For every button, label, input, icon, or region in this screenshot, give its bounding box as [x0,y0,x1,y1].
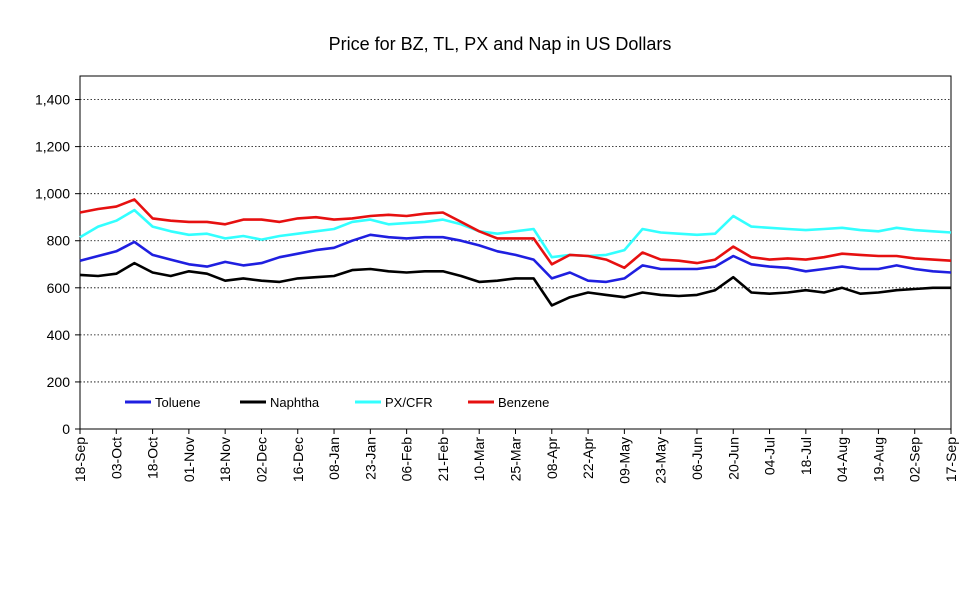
x-tick-label: 18-Jul [798,437,814,475]
x-tick-label: 23-May [653,437,669,484]
legend: Toluene Naphtha PX/CFR Benzene [125,395,549,410]
x-tick-label: 04-Jul [762,437,778,475]
y-tick-label: 1,000 [35,186,70,202]
y-tick-label: 1,200 [35,139,70,155]
x-tick-label: 25-Mar [508,437,524,482]
y-tick-label: 800 [47,233,71,249]
x-tick-label: 18-Sep [72,437,88,482]
x-tick-label: 21-Feb [435,437,451,482]
x-tick-label: 19-Aug [870,437,886,482]
x-tick-label: 01-Nov [181,437,197,482]
x-tick-label: 09-May [616,437,632,484]
x-tick-label: 06-Jun [689,437,705,480]
x-tick-label: 22-Apr [580,437,596,479]
legend-label-benzene: Benzene [498,395,549,410]
x-axis: 18-Sep 03-Oct 18-Oct 01-Nov 18-Nov 02-Dec 16-D… [72,429,959,484]
legend-label-naphtha: Naphtha [270,395,320,410]
x-tick-label: 08-Jan [326,437,342,480]
y-tick-label: 400 [47,327,71,343]
gridlines [80,99,951,383]
x-tick-label: 10-Mar [471,437,487,482]
x-tick-label: 02-Dec [253,437,269,482]
series-lines [79,198,952,307]
plot-area [79,75,952,430]
legend-label-px-cfr: PX/CFR [385,395,433,410]
y-tick-label: 1,400 [35,92,70,108]
legend-label-toluene: Toluene [155,395,201,410]
x-tick-label: 18-Nov [217,437,233,482]
y-tick-label: 200 [47,374,71,390]
series-line-px-cfr [79,208,952,259]
x-tick-label: 17-Sep [943,437,959,482]
series-line-toluene [79,233,952,284]
x-tick-label: 23-Jan [362,437,378,480]
x-tick-label: 08-Apr [544,437,560,479]
y-tick-label: 0 [62,421,70,437]
x-tick-label: 02-Sep [907,437,923,482]
x-tick-label: 04-Aug [834,437,850,482]
x-tick-label: 18-Oct [145,437,161,479]
chart-title: Price for BZ, TL, PX and Nap in US Dolla… [329,34,672,54]
x-tick-label: 03-Oct [108,437,124,479]
x-tick-label: 06-Feb [399,437,415,482]
x-tick-label: 20-Jun [725,437,741,480]
series-line-naphtha [79,261,951,307]
x-tick-label: 16-Dec [290,437,306,482]
y-axis: 0 200 400 600 800 1,000 1,200 1,400 [35,92,80,437]
y-tick-label: 600 [47,280,71,296]
series-line-benzene [79,198,952,270]
